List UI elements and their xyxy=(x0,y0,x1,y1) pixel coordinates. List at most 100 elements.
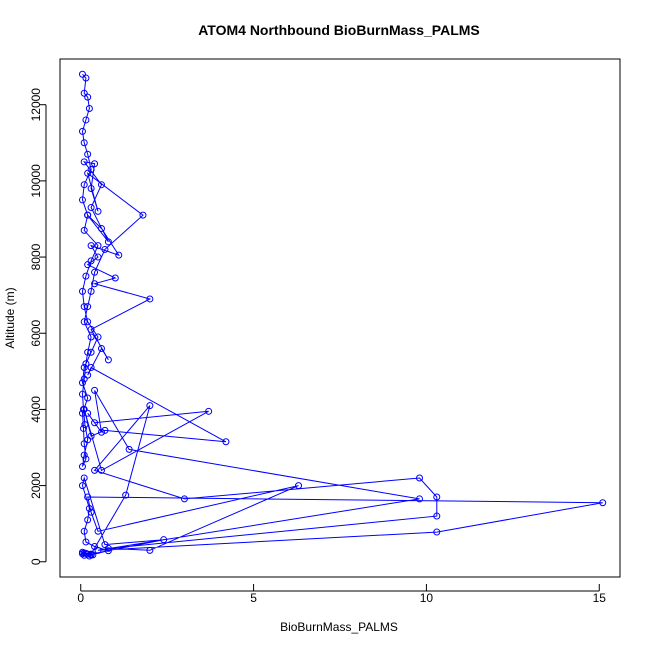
data-point xyxy=(295,482,303,490)
data-point xyxy=(80,181,88,189)
data-point xyxy=(104,356,112,364)
data-point xyxy=(84,371,92,379)
data-point xyxy=(80,375,88,383)
data-point xyxy=(433,493,441,501)
data-point xyxy=(84,394,92,402)
data-point xyxy=(416,474,424,482)
y-tick-label: 2000 xyxy=(29,472,43,499)
data-point xyxy=(139,211,147,219)
data-point xyxy=(146,402,154,410)
data-point xyxy=(101,541,109,549)
data-point xyxy=(97,224,105,232)
data-point xyxy=(87,333,95,341)
data-point xyxy=(180,495,188,503)
data-point xyxy=(101,245,109,253)
data-point xyxy=(84,261,92,269)
x-axis-label: BioBurnMass_PALMS xyxy=(280,620,398,634)
data-point xyxy=(78,463,86,471)
data-point xyxy=(80,226,88,234)
y-tick-label: 12000 xyxy=(29,88,43,122)
data-point xyxy=(78,390,86,398)
data-point xyxy=(87,432,95,440)
data-point xyxy=(80,303,88,311)
data-point xyxy=(94,527,102,535)
data-point xyxy=(78,70,86,78)
data-point xyxy=(115,251,123,259)
data-point xyxy=(80,474,88,482)
data-point xyxy=(94,253,102,261)
chart-title: ATOM4 Northbound BioBurnMass_PALMS xyxy=(198,22,480,38)
data-point xyxy=(104,238,112,246)
data-point xyxy=(80,318,88,326)
x-tick-label: 10 xyxy=(420,591,434,605)
data-point xyxy=(78,127,86,135)
y-tick-label: 0 xyxy=(29,558,43,565)
data-point xyxy=(91,466,99,474)
data-point xyxy=(91,543,99,551)
data-point xyxy=(91,419,99,427)
data-point xyxy=(84,318,92,326)
data-point xyxy=(87,364,95,372)
data-point xyxy=(87,257,95,265)
series-layer xyxy=(78,70,607,560)
data-point xyxy=(85,552,93,560)
data-point xyxy=(94,207,102,215)
data-point xyxy=(87,242,95,250)
data-point xyxy=(205,407,213,415)
plot-frame xyxy=(59,58,621,578)
data-point xyxy=(416,495,424,503)
data-point xyxy=(80,451,88,459)
data-point xyxy=(84,493,92,501)
data-point xyxy=(91,268,99,276)
data-point xyxy=(78,409,86,417)
data-point xyxy=(87,204,95,212)
data-point xyxy=(84,516,92,524)
data-point xyxy=(87,325,95,333)
data-point xyxy=(433,528,441,536)
data-point xyxy=(82,272,90,280)
data-point xyxy=(94,333,102,341)
data-point xyxy=(91,280,99,288)
data-point xyxy=(82,74,90,82)
data-point xyxy=(82,116,90,124)
data-point xyxy=(84,150,92,158)
data-point xyxy=(87,508,95,516)
data-point xyxy=(160,536,168,544)
data-point xyxy=(80,527,88,535)
data-point xyxy=(111,274,119,282)
data-point xyxy=(84,550,92,558)
data-point xyxy=(84,436,92,444)
y-tick-label: 6000 xyxy=(29,320,43,347)
data-point xyxy=(78,287,86,295)
data-point xyxy=(82,455,90,463)
data-point xyxy=(81,421,89,429)
data-point xyxy=(84,348,92,356)
data-point xyxy=(78,550,86,558)
data-point xyxy=(91,160,99,168)
data-point xyxy=(94,546,102,554)
data-point xyxy=(101,426,109,434)
data-point xyxy=(84,409,92,417)
data-point xyxy=(97,428,105,436)
data-point xyxy=(125,445,133,453)
data-point xyxy=(80,405,88,413)
data-point xyxy=(85,105,93,113)
data-point xyxy=(104,544,112,552)
data-point xyxy=(82,360,90,368)
data-point xyxy=(80,139,88,147)
data-point xyxy=(80,158,88,166)
data-point xyxy=(599,499,607,507)
data-point xyxy=(78,379,86,387)
data-point xyxy=(87,165,95,173)
data-point xyxy=(82,538,90,546)
data-point xyxy=(78,482,86,490)
data-point xyxy=(85,504,93,512)
y-axis: 0 2000 4000 6000 8000 10000 12000 xyxy=(29,88,47,565)
data-point xyxy=(78,196,86,204)
series-line xyxy=(80,73,603,557)
data-point xyxy=(80,424,88,432)
y-tick-label: 10000 xyxy=(29,164,43,198)
data-point xyxy=(84,169,92,177)
data-point xyxy=(122,491,130,499)
data-point xyxy=(87,287,95,295)
